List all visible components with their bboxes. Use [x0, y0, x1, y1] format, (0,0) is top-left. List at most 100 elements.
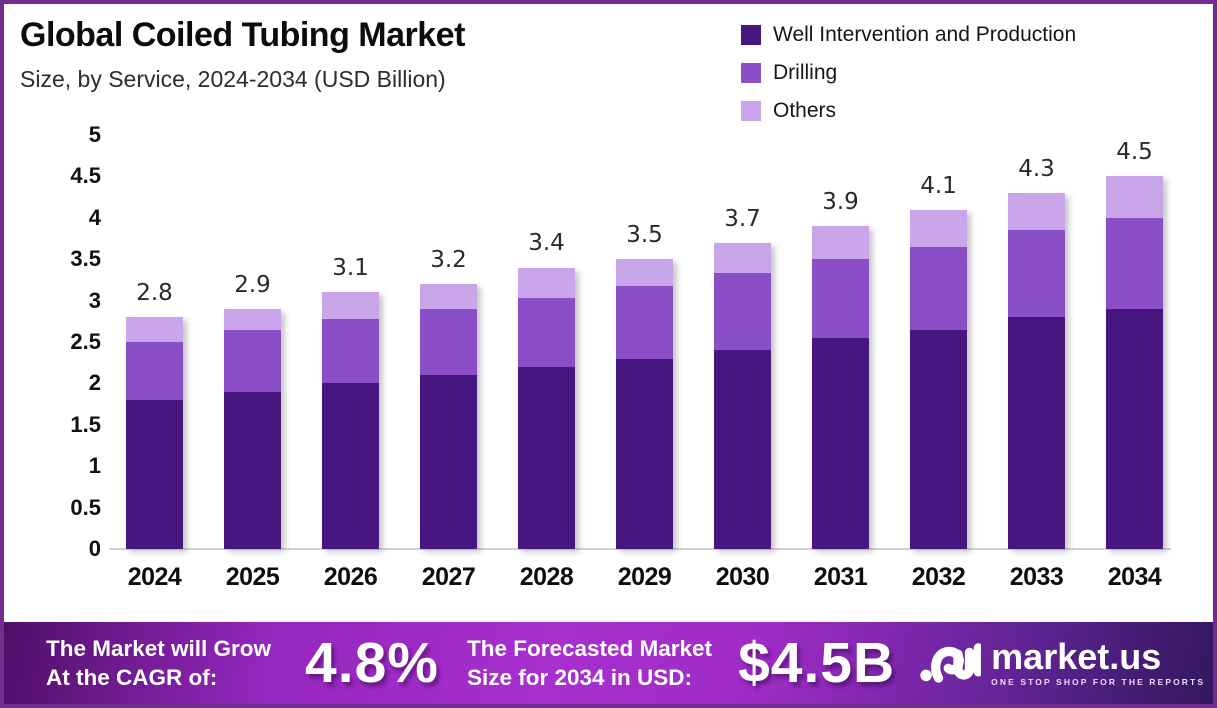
bar-segment — [1106, 308, 1163, 549]
bar-segment — [616, 259, 673, 286]
bar-total-label: 3.1 — [332, 255, 369, 282]
bar-total-label: 3.5 — [626, 222, 663, 249]
brand-tagline: ONE STOP SHOP FOR THE REPORTS — [991, 677, 1206, 687]
x-axis-tick-label: 2031 — [813, 563, 868, 591]
bar-segment — [224, 308, 281, 330]
y-axis-tick-label: 1 — [88, 453, 101, 479]
bar-segment — [420, 308, 477, 376]
forecast-value: $4.5B — [738, 631, 896, 695]
x-axis-tick-label: 2032 — [911, 563, 966, 591]
bar-segment — [910, 209, 967, 247]
bar-2031 — [812, 226, 869, 549]
bar-segment — [1106, 176, 1163, 218]
legend-item: Drilling — [741, 54, 1076, 92]
brand-name: market.us — [991, 636, 1162, 677]
x-axis-tick-label: 2028 — [519, 563, 574, 591]
bar-2032 — [910, 209, 967, 549]
x-axis-tick-label: 2027 — [421, 563, 476, 591]
bar-total-label: 2.8 — [136, 280, 173, 307]
legend-label: Others — [773, 99, 837, 122]
chart-legend: Well Intervention and Production Drilling… — [741, 16, 1076, 130]
x-axis-tick-label: 2025 — [225, 563, 280, 591]
y-axis-tick-label: 1.5 — [70, 411, 101, 437]
x-axis-tick-label: 2033 — [1009, 563, 1064, 591]
bar-segment — [420, 375, 477, 549]
bar-segment — [224, 329, 281, 392]
bar-segment — [714, 242, 771, 274]
bar-2033 — [1008, 192, 1065, 549]
bar-total-label: 2.9 — [234, 271, 271, 298]
bar-segment — [616, 358, 673, 549]
bar-2030 — [714, 242, 771, 549]
y-axis-tick-label: 2.5 — [70, 329, 101, 354]
y-axis-tick-label: 0 — [88, 536, 101, 561]
x-axis-tick-label: 2034 — [1107, 563, 1162, 591]
bar-segment — [812, 259, 869, 338]
forecast-label: The Forecasted Market Size for 2034 in U… — [467, 634, 712, 693]
stacked-bar-chart: 5 4.5 4 3.5 3 2.5 2 1.5 1 0.5 0 2.8 2024 2.9 2025 3.1 20… — [70, 122, 1171, 591]
legend-label: Well Intervention and Production — [773, 23, 1077, 46]
page-subtitle: Size, by Service, 2024-2034 (USD Billion… — [20, 66, 446, 92]
y-axis-tick-label: 3 — [88, 287, 101, 313]
bar-segment — [126, 399, 183, 549]
bar-total-label: 3.4 — [528, 230, 565, 257]
cagr-label: The Market will Grow At the CAGR of: — [46, 634, 271, 693]
bar-total-label: 3.9 — [822, 189, 859, 216]
y-axis-tick-label: 4.5 — [70, 163, 101, 189]
x-axis-tick-label: 2024 — [127, 563, 182, 591]
x-axis-tick-label: 2026 — [323, 563, 378, 591]
footer-banner: The Market will Grow At the CAGR of: 4.8… — [4, 622, 1213, 704]
bar-segment — [812, 226, 869, 260]
bar-2034 — [1106, 176, 1163, 549]
bar-total-label: 4.5 — [1116, 139, 1153, 166]
cagr-label-line2: At the CAGR of: — [46, 665, 218, 690]
forecast-label-line2: Size for 2034 in USD: — [466, 665, 693, 690]
cagr-value: 4.8% — [305, 631, 439, 695]
bar-segment — [126, 342, 183, 400]
page-title: Global Coiled Tubing Market — [20, 16, 465, 54]
bar-2024 — [126, 317, 183, 549]
legend-swatch-icon — [741, 63, 761, 83]
bar-total-label: 3.7 — [724, 205, 761, 232]
bar-segment — [1008, 230, 1065, 318]
bar-segment — [1008, 192, 1065, 231]
legend-item: Well Intervention and Production — [741, 16, 1076, 54]
legend-label: Drilling — [773, 61, 838, 84]
bar-segment — [812, 337, 869, 549]
brand-text: market.us ONE STOP SHOP FOR THE REPORTS — [991, 636, 1206, 688]
bar-segment — [518, 298, 575, 367]
bar-total-label: 3.2 — [430, 247, 467, 274]
y-axis-tick-label: 3.5 — [70, 246, 101, 272]
legend-item: Others — [741, 92, 1076, 130]
forecast-label-line1: The Forecasted Market — [466, 635, 713, 661]
bar-segment — [910, 246, 967, 330]
bar-segment — [322, 383, 379, 549]
bar-segment — [1106, 217, 1163, 309]
x-axis-tick-label: 2030 — [715, 563, 770, 591]
bar-2028 — [518, 267, 575, 549]
bar-segment — [322, 318, 379, 384]
bar-segment — [322, 292, 379, 319]
bar-total-label: 4.1 — [920, 172, 957, 199]
bar-segment — [714, 350, 771, 549]
marketus-logo-icon — [920, 643, 982, 683]
legend-swatch-icon — [741, 25, 761, 45]
bar-2025 — [224, 308, 281, 549]
bar-2029 — [616, 259, 673, 549]
y-axis-tick-label: 2 — [88, 370, 101, 396]
y-axis-tick-label: 0.5 — [70, 494, 101, 520]
bar-segment — [616, 285, 673, 359]
y-axis-tick-label: 4 — [88, 204, 101, 230]
x-axis-line — [109, 548, 1171, 550]
bar-total-label: 4.3 — [1018, 155, 1055, 182]
bar-segment — [420, 284, 477, 309]
bar-segment — [518, 366, 575, 549]
bar-segment — [1008, 317, 1065, 549]
bar-segment — [126, 317, 183, 343]
x-axis-tick-label: 2029 — [617, 563, 672, 591]
cagr-label-line1: The Market will Grow — [46, 635, 272, 661]
bar-segment — [910, 329, 967, 549]
bar-segment — [224, 391, 281, 549]
bar-2026 — [322, 292, 379, 549]
